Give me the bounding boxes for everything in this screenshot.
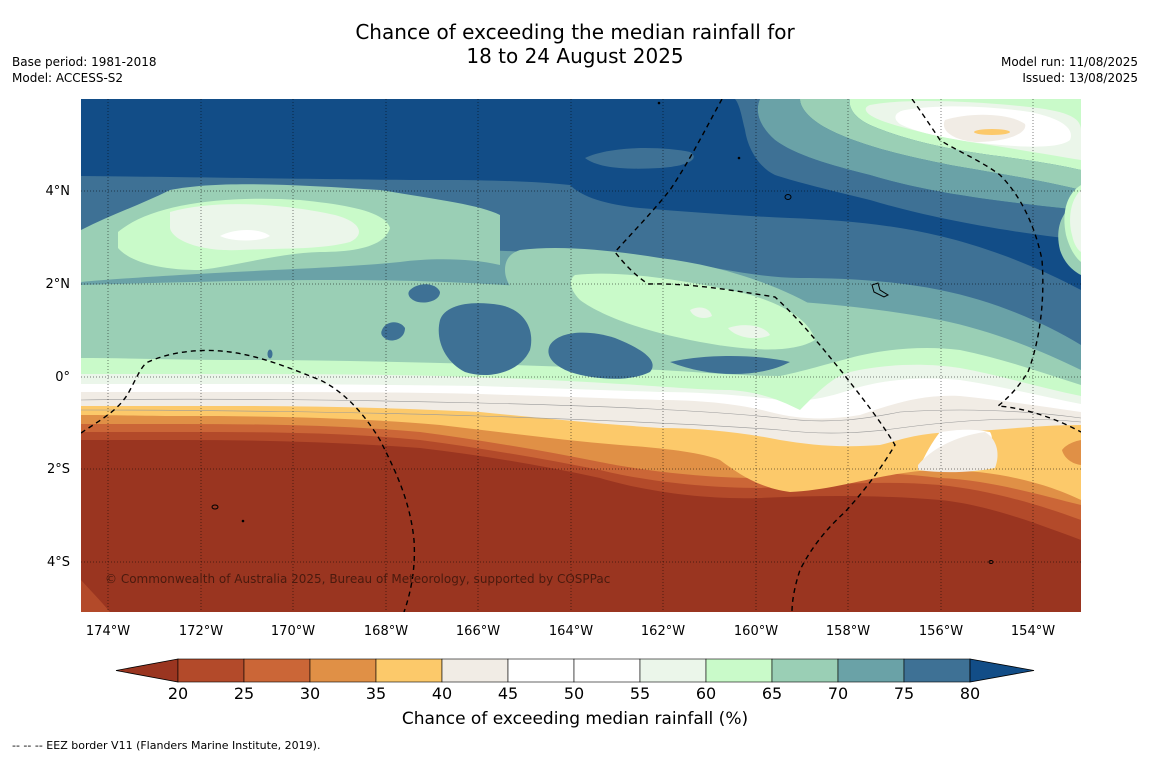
lon-axis-labels: 174°W 172°W 170°W 168°W 166°W 164°W 162°… <box>86 624 1055 639</box>
title-line-1: Chance of exceeding the median rainfall … <box>355 20 795 44</box>
lon-label: 166°W <box>456 624 500 639</box>
band-75-north-blob <box>585 148 694 169</box>
band-25-south-corner <box>81 580 110 612</box>
lon-label: 170°W <box>271 624 315 639</box>
colorbar-tick-label: 50 <box>564 684 584 700</box>
colorbar-segment <box>837 658 905 683</box>
lon-label: 160°W <box>734 624 778 639</box>
colorbar-label: Chance of exceeding median rainfall (%) <box>401 709 749 729</box>
meta-left: Base period: 1981-2018 Model: ACCESS-S2 <box>12 54 157 86</box>
lat-label: 2°N <box>46 277 71 292</box>
band-75-blob-c <box>408 284 440 303</box>
colorbar-tick-label: 60 <box>696 684 716 700</box>
lon-label: 154°W <box>1011 624 1055 639</box>
band-65-north <box>800 99 1081 190</box>
colorbar-tick-label: 55 <box>630 684 650 700</box>
map-title: Chance of exceeding the median rainfall … <box>0 20 1150 68</box>
lon-label: 162°W <box>641 624 685 639</box>
colorbar-tick-label: 75 <box>894 684 914 700</box>
model-run: Model run: 11/08/2025 <box>1000 55 1138 69</box>
colorbar-tick-label: 20 <box>168 684 188 700</box>
band-75-central <box>670 355 790 374</box>
band-75-blob-d <box>381 322 405 341</box>
lat-axis-labels: 4°N 2°N 0° 2°S 4°S <box>46 184 71 570</box>
colorbar-tick-label: 45 <box>498 684 518 700</box>
lon-label: 156°W <box>919 624 963 639</box>
meta-right: Model run: 11/08/2025 Issued: 13/08/2025 <box>1001 54 1138 86</box>
colorbar-tick-label: 25 <box>234 684 254 700</box>
colorbar-segment <box>573 658 641 683</box>
band-45-north <box>943 114 1026 142</box>
colorbar-tick-label: 80 <box>960 684 980 700</box>
model-name: Model: ACCESS-S2 <box>12 71 124 85</box>
issued-date: Issued: 13/08/2025 <box>1022 71 1138 85</box>
island-outlines <box>211 101 994 564</box>
band-75-blob-b <box>548 332 653 379</box>
eez-footer-note: -- -- -- EEZ border V11 (Flanders Marine… <box>12 739 321 752</box>
contour-lines <box>81 398 1081 434</box>
colorbar-segment <box>309 658 377 683</box>
lon-label: 164°W <box>549 624 593 639</box>
lat-label: 4°N <box>46 184 71 199</box>
colorbar-segment <box>243 658 311 683</box>
band-55-north-ring <box>1070 190 1081 252</box>
map-field <box>81 99 1081 612</box>
band-40-north <box>974 129 1010 135</box>
colorbar-tick-label: 70 <box>828 684 848 700</box>
colorbar-segment <box>375 658 443 683</box>
colorbar-arrow-high <box>969 658 1035 683</box>
lon-label: 174°W <box>86 624 130 639</box>
band-55-central <box>690 307 770 339</box>
lat-label: 2°S <box>47 462 70 477</box>
band-50-wave <box>220 230 270 241</box>
lat-label: 4°S <box>47 555 70 570</box>
colorbar-segment <box>441 658 509 683</box>
colorbar-segment <box>903 658 971 683</box>
colorbar-segment <box>507 658 575 683</box>
colorbar-tick-label: 35 <box>366 684 386 700</box>
colorbar-segment <box>639 658 707 683</box>
colorbar-tick-label: 40 <box>432 684 452 700</box>
colorbar-tick-label: 30 <box>300 684 320 700</box>
lon-label: 172°W <box>179 624 223 639</box>
lat-label: 0° <box>55 370 70 385</box>
band-55-wave <box>170 204 359 251</box>
title-line-2: 18 to 24 August 2025 <box>466 44 684 68</box>
band-75-blob-a <box>438 303 532 376</box>
copyright-notice: © Commonwealth of Australia 2025, Bureau… <box>105 572 610 586</box>
colorbar-arrow-low <box>115 658 179 683</box>
lon-label: 168°W <box>364 624 408 639</box>
lon-label: 158°W <box>826 624 870 639</box>
rainfall-map: © Commonwealth of Australia 2025, Bureau… <box>46 99 1081 700</box>
base-period: Base period: 1981-2018 <box>12 55 157 69</box>
band-70-north <box>757 99 1081 210</box>
colorbar-segment <box>705 658 773 683</box>
colorbar-segment <box>177 658 245 683</box>
colorbar: 20 25 30 35 40 45 50 55 60 65 70 75 80 <box>115 658 1035 700</box>
colorbar-segment <box>771 658 839 683</box>
eez-border <box>81 99 1081 612</box>
band-45-south <box>918 432 998 473</box>
colorbar-tick-label: 65 <box>762 684 782 700</box>
band-35-south <box>1062 440 1081 465</box>
